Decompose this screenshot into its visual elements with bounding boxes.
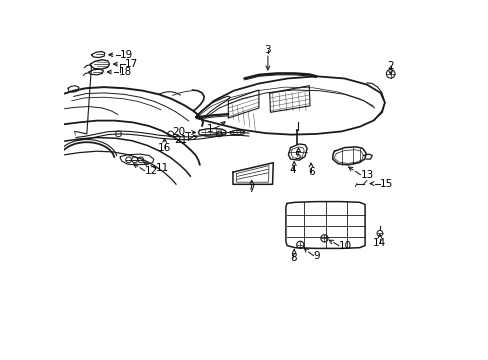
Text: 3: 3: [264, 45, 271, 55]
Text: 9: 9: [313, 251, 320, 261]
Text: 5: 5: [294, 151, 301, 161]
Text: 18: 18: [118, 67, 131, 77]
Text: 12: 12: [144, 166, 157, 176]
Text: 7: 7: [247, 184, 254, 194]
Text: 10: 10: [338, 240, 351, 251]
Text: 15: 15: [379, 179, 392, 189]
Text: 11: 11: [156, 163, 169, 174]
Text: 21: 21: [174, 135, 187, 145]
Text: 16: 16: [158, 143, 171, 153]
Text: 19: 19: [120, 50, 133, 60]
Text: 2: 2: [386, 60, 393, 71]
Text: 1: 1: [207, 123, 213, 134]
Text: 8: 8: [289, 253, 296, 263]
Text: 14: 14: [372, 238, 386, 248]
Text: 6: 6: [307, 167, 314, 177]
Text: 20: 20: [172, 127, 185, 138]
Text: 13: 13: [360, 170, 373, 180]
Text: 17: 17: [125, 59, 138, 69]
Text: 4: 4: [289, 165, 296, 175]
